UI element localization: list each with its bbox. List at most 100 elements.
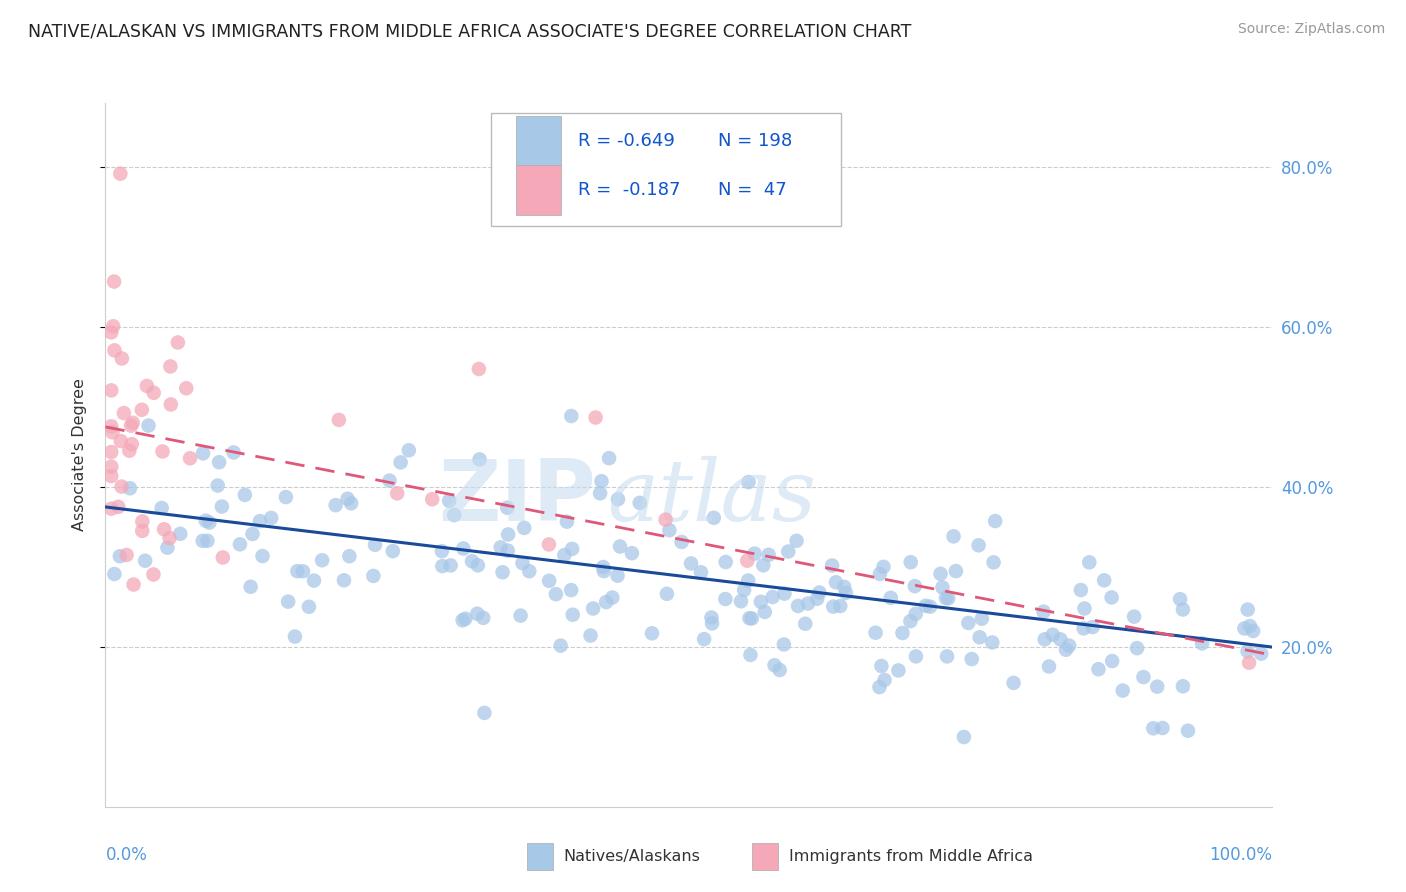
Point (364, 538, 387, 552)
Point (101, 425, 124, 440)
Point (832, 580, 855, 594)
Point (714, 592, 737, 607)
Point (211, 500, 233, 514)
Point (142, 385, 165, 400)
Point (1042, 628, 1064, 642)
Point (560, 583, 582, 598)
Point (671, 535, 693, 549)
Point (1126, 641, 1149, 656)
Point (1152, 721, 1174, 735)
Point (607, 492, 630, 507)
Point (328, 413, 350, 427)
Point (454, 612, 477, 626)
Point (538, 574, 561, 588)
Point (797, 597, 820, 611)
Point (242, 527, 264, 541)
Point (981, 635, 1004, 649)
Point (773, 586, 796, 600)
Point (591, 474, 613, 488)
Point (398, 443, 420, 458)
Point (960, 652, 983, 666)
Point (112, 406, 135, 420)
Point (461, 554, 484, 568)
Text: R = -0.649: R = -0.649 (578, 132, 675, 150)
Point (865, 625, 887, 640)
Point (560, 409, 582, 423)
Point (891, 626, 914, 640)
Point (191, 446, 214, 460)
Point (754, 605, 776, 619)
Point (152, 444, 174, 458)
Point (110, 167, 132, 181)
Point (942, 529, 965, 543)
Point (868, 680, 890, 694)
Text: 0.0%: 0.0% (105, 846, 148, 864)
Point (1241, 624, 1264, 638)
Y-axis label: Associate's Degree: Associate's Degree (72, 378, 87, 532)
Point (292, 564, 315, 578)
Point (773, 637, 796, 651)
Point (134, 554, 156, 568)
Point (491, 566, 513, 580)
Point (544, 587, 567, 601)
Point (337, 549, 360, 564)
Point (131, 524, 153, 538)
Point (579, 628, 602, 642)
Point (693, 632, 716, 646)
Point (738, 611, 761, 625)
Point (769, 663, 792, 677)
Point (957, 615, 980, 630)
Point (159, 531, 181, 545)
Point (496, 543, 519, 558)
Point (778, 544, 800, 558)
Point (474, 706, 496, 720)
Point (830, 599, 852, 613)
Point (835, 586, 858, 600)
Point (582, 601, 605, 615)
Point (229, 537, 252, 551)
Point (439, 558, 461, 573)
Point (1078, 555, 1101, 569)
Point (239, 580, 262, 594)
Point (969, 630, 991, 644)
Point (904, 649, 927, 664)
Point (904, 607, 927, 621)
Point (595, 595, 617, 609)
Point (191, 533, 214, 548)
Point (208, 455, 231, 469)
Point (385, 486, 409, 500)
Point (468, 452, 491, 467)
Point (333, 574, 356, 588)
Point (1054, 642, 1077, 657)
Point (302, 574, 325, 588)
Point (159, 359, 181, 374)
Point (561, 541, 583, 556)
Point (869, 566, 891, 581)
Text: 100.0%: 100.0% (1209, 846, 1272, 864)
Point (1101, 591, 1123, 605)
Point (700, 610, 723, 624)
Point (870, 659, 893, 673)
Point (1171, 602, 1194, 616)
Text: Natives/Alaskans: Natives/Alaskans (564, 849, 700, 863)
Text: Immigrants from Middle Africa: Immigrants from Middle Africa (789, 849, 1033, 863)
Point (496, 527, 519, 541)
Text: N = 198: N = 198 (718, 132, 793, 150)
Point (378, 474, 401, 488)
Point (654, 513, 676, 527)
Point (786, 533, 808, 548)
Point (714, 555, 737, 569)
Point (249, 514, 271, 528)
Point (1250, 647, 1272, 661)
Text: atlas: atlas (607, 456, 817, 539)
Point (103, 343, 125, 358)
Point (1057, 639, 1080, 653)
Point (233, 488, 256, 502)
Point (762, 590, 785, 604)
Point (100, 469, 122, 483)
Point (589, 486, 612, 500)
Point (107, 500, 129, 514)
Point (101, 319, 124, 334)
Text: Source: ZipAtlas.com: Source: ZipAtlas.com (1237, 22, 1385, 37)
Point (794, 616, 817, 631)
